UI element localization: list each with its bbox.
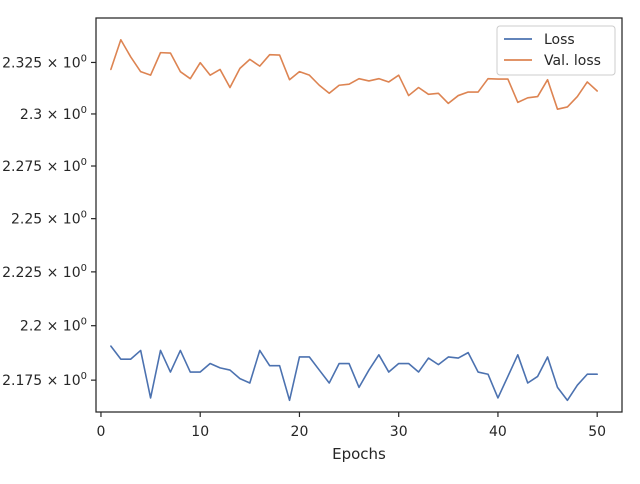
x-tick-label: 30 (390, 424, 408, 440)
y-axis-ticks: 2.175 × 100 2.2 × 100 2.225 × 100 2.25 × 10… (2, 53, 96, 389)
series-line-0 (110, 345, 598, 402)
x-tick-label: 10 (191, 424, 209, 440)
x-tick-label: 0 (97, 424, 106, 440)
x-axis-ticks: 0 10 20 30 40 50 (97, 412, 606, 440)
y-tick-label: 2.3 × 100 (20, 105, 87, 123)
x-tick-label: 40 (489, 424, 507, 440)
x-tick-label: 20 (291, 424, 309, 440)
y-tick-label: 2.275 × 100 (2, 157, 87, 175)
legend-label: Loss (544, 32, 575, 48)
legend-label: Val. loss (544, 53, 601, 69)
y-tick-label: 2.25 × 100 (11, 210, 87, 228)
series-layer (110, 38, 598, 402)
y-tick-label: 2.325 × 100 (2, 53, 87, 71)
y-tick-label: 2.225 × 100 (2, 263, 87, 281)
y-tick-label: 2.175 × 100 (2, 371, 87, 389)
plot-frame (95, 17, 623, 413)
x-axis-label: Epochs (332, 445, 386, 463)
y-tick-label: 2.2 × 100 (20, 317, 87, 335)
x-tick-label: 50 (588, 424, 606, 440)
legend: Loss Val. loss (496, 25, 616, 76)
series-line-1 (110, 38, 598, 110)
